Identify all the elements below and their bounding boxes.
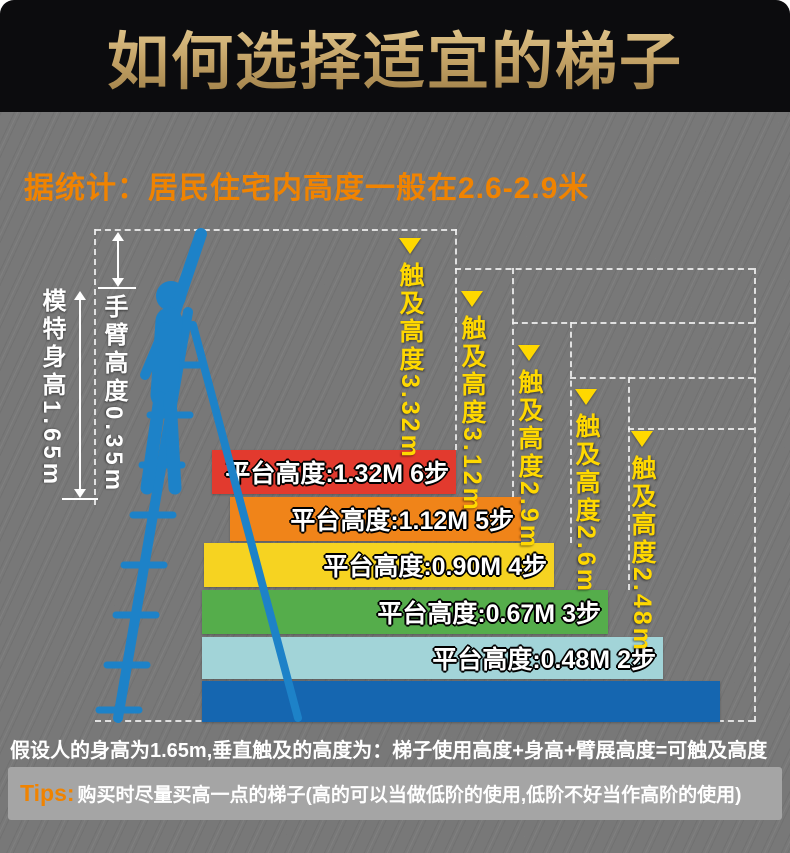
measurement-tick — [98, 287, 136, 289]
person-on-ladder-illustration — [95, 228, 302, 723]
dashed-guide-line — [95, 229, 457, 231]
platform-bar-label: 平台高度:0.67M 3步 — [377, 600, 601, 628]
platform-bar-label: 平台高度:0.90M 4步 — [323, 553, 547, 581]
down-triangle-icon — [575, 389, 597, 405]
down-triangle-icon — [518, 345, 540, 361]
tips-label: Tips: — [20, 780, 75, 806]
platform-bar-label: 平台高度:1.32M 6步 — [225, 460, 449, 488]
dashed-guide-line — [570, 322, 572, 543]
reach-height-label: 触及高度2.9m — [515, 369, 543, 550]
reach-height-label: 触及高度2.6m — [572, 413, 600, 594]
dashed-guide-line — [455, 268, 754, 270]
tips-bar: Tips: 购买时尽量买高一点的梯子(高的可以当做低阶的使用,低阶不好当作高阶的… — [8, 767, 782, 820]
tips-text: 购买时尽量买高一点的梯子(高的可以当做低阶的使用,低阶不好当作高阶的使用) — [77, 785, 742, 806]
down-triangle-icon — [631, 431, 653, 447]
arm-height-label: 手臂高度0.35m — [100, 294, 127, 495]
down-triangle-icon — [461, 291, 483, 307]
reach-height-label: 触及高度3.32m — [396, 262, 424, 460]
dashed-guide-line — [570, 377, 754, 379]
platform-bar-5-steps: 平台高度:1.12M 5步 — [230, 497, 521, 541]
dashed-guide-line — [628, 377, 630, 590]
measurement-tick — [62, 498, 98, 500]
dashed-guide-line — [455, 229, 457, 450]
reach-height-label: 触及高度2.48m — [628, 455, 656, 653]
model-height-arrow — [73, 291, 87, 498]
formula-note: 假设人的身高为1.65m,垂直触及的高度为：梯子使用高度+身高+臂展高度=可触及… — [10, 740, 768, 762]
platform-bar-6-steps: 平台高度:1.32M 6步 — [212, 450, 456, 494]
dashed-guide-line — [94, 229, 96, 505]
page-title: 如何选择适宜的梯子 — [107, 11, 683, 101]
statistics-subtitle: 据统计：居民住宅内高度一般在2.6-2.9米 — [24, 172, 590, 205]
reach-height-label: 触及高度3.12m — [458, 315, 486, 513]
down-triangle-icon — [399, 238, 421, 254]
platform-bar-label: 平台高度:1.12M 5步 — [290, 507, 514, 535]
header-banner: 如何选择适宜的梯子 — [0, 0, 790, 112]
arm-height-arrow — [111, 232, 125, 287]
dashed-guide-line — [512, 268, 514, 497]
dashed-guide-line — [754, 268, 756, 722]
model-height-label: 模特身高1.65m — [38, 288, 65, 489]
platform-bar-4-steps: 平台高度:0.90M 4步 — [204, 543, 554, 587]
dashed-guide-line — [512, 322, 754, 324]
dashed-guide-line — [628, 428, 754, 430]
platform-bar-label: 平台高度:0.48M 2步 — [432, 646, 656, 674]
